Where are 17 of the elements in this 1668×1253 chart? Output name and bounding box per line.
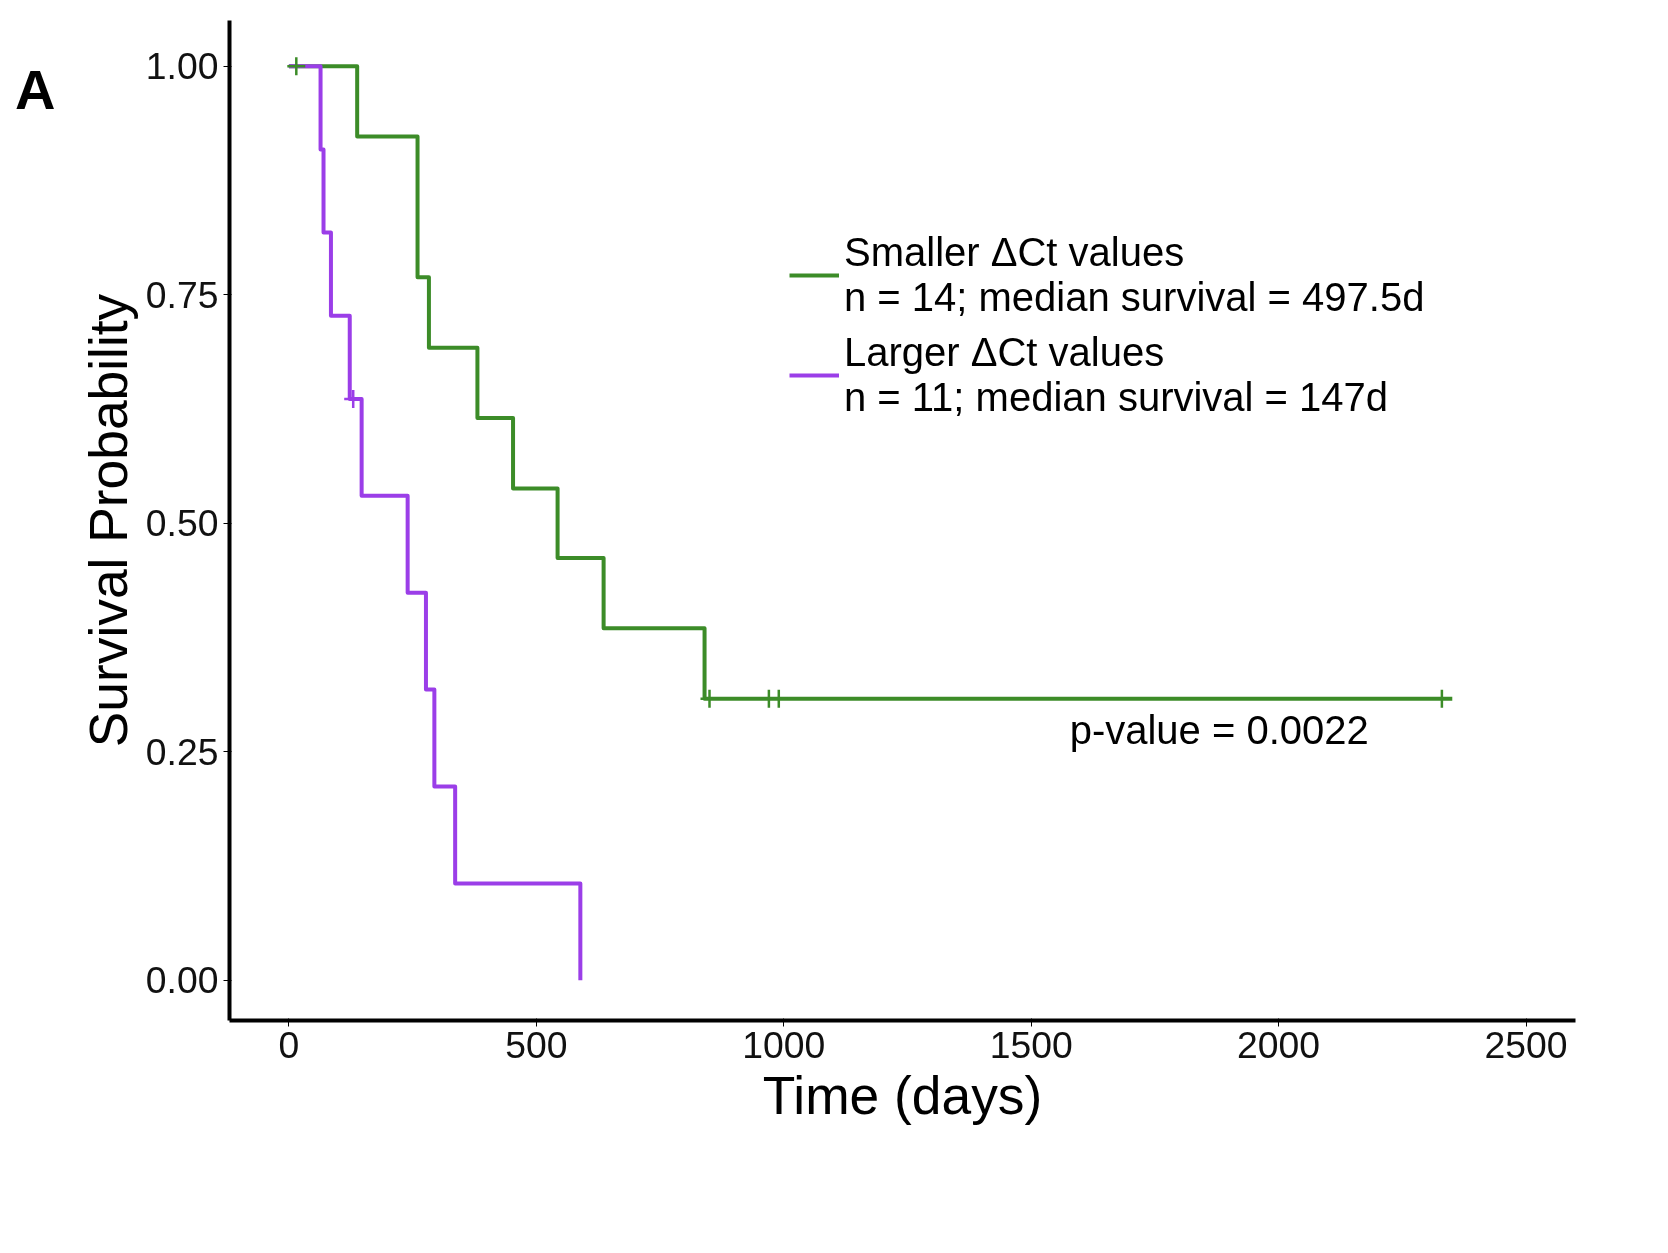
x-tick-label: 1500	[989, 1023, 1073, 1066]
x-axis-title: Time (days)	[762, 1065, 1043, 1125]
x-tick-label: 0	[278, 1023, 300, 1066]
y-tick-label: 0.75	[145, 273, 219, 316]
legend-label: Smaller ΔCt values n = 14; median survival = 497.5d	[844, 230, 1425, 320]
y-tick-label: 0.25	[145, 730, 219, 773]
x-tick-label: 500	[505, 1023, 568, 1066]
y-axis-title: Survival Probability	[78, 293, 138, 748]
x-tick-label: 2000	[1237, 1023, 1321, 1066]
x-tick-label: 1000	[742, 1023, 826, 1066]
y-tick-label: 0.50	[145, 502, 219, 545]
y-tick-label: 0.00	[145, 959, 219, 1002]
legend-label: Larger ΔCt values n = 11; median survival = 147d	[844, 330, 1389, 420]
annotation: p-value = 0.0022	[1069, 707, 1369, 752]
text: A	[15, 57, 56, 123]
y-tick-label: 1.00	[145, 45, 219, 88]
x-tick-label: 2500	[1484, 1023, 1568, 1066]
